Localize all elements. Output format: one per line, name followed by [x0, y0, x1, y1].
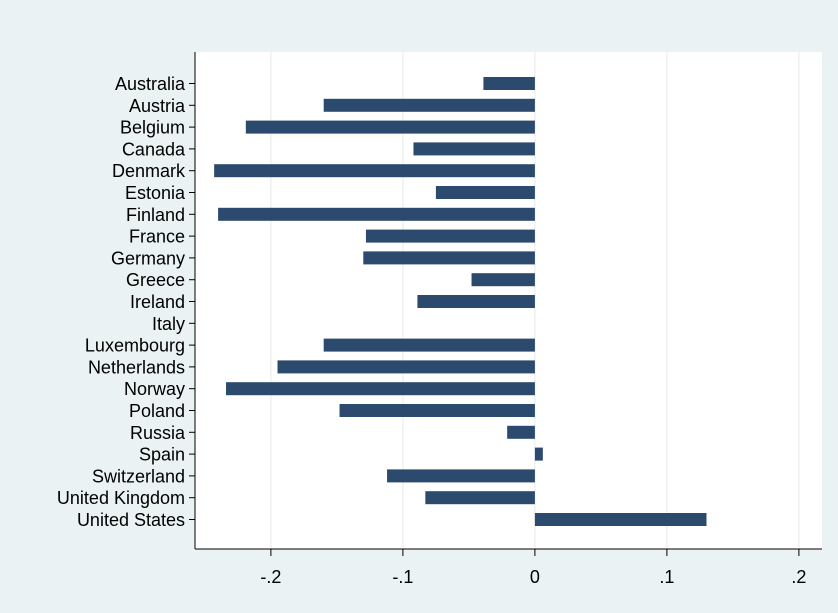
- category-label: Switzerland: [92, 466, 185, 486]
- bar: [413, 142, 535, 156]
- x-tick-label: 0: [530, 567, 540, 587]
- category-label: Greece: [126, 270, 185, 290]
- category-label: Luxembourg: [85, 336, 185, 356]
- category-label: United Kingdom: [57, 488, 185, 508]
- category-label: Estonia: [125, 183, 186, 203]
- bar: [425, 491, 535, 505]
- category-label: Canada: [122, 139, 186, 159]
- category-label: Netherlands: [88, 357, 185, 377]
- category-label: Australia: [115, 74, 186, 94]
- bar: [507, 425, 535, 439]
- category-label: Poland: [129, 401, 185, 421]
- bar: [226, 382, 535, 396]
- category-label: Germany: [111, 248, 185, 268]
- bar: [277, 360, 535, 374]
- category-label: Belgium: [120, 118, 185, 138]
- category-label: Italy: [152, 314, 185, 334]
- bar: [471, 273, 535, 287]
- category-label: Austria: [129, 96, 186, 116]
- category-label: France: [129, 227, 185, 247]
- x-tick-label: -.2: [260, 567, 281, 587]
- x-tick-label: .2: [791, 567, 806, 587]
- x-axis-ticks: -.2 -.1 0 .1 .2: [260, 549, 806, 587]
- bar: [323, 98, 535, 112]
- category-label: Denmark: [112, 161, 186, 181]
- category-labels: AustraliaAustriaBelgiumCanadaDenmarkEsto…: [57, 74, 195, 530]
- bar: [214, 164, 535, 178]
- category-label: Finland: [126, 205, 185, 225]
- x-tick-label: .1: [659, 567, 674, 587]
- category-label: Ireland: [130, 292, 185, 312]
- bar: [435, 186, 535, 199]
- bar: [363, 251, 535, 265]
- category-label: United States: [77, 510, 185, 530]
- bar: [387, 469, 535, 483]
- bar: [417, 295, 535, 308]
- category-label: Russia: [130, 423, 186, 443]
- bar: [534, 447, 543, 461]
- category-label: Norway: [124, 379, 185, 399]
- bar: [323, 338, 535, 352]
- bar: [365, 229, 535, 243]
- bars: [214, 77, 707, 526]
- x-tick-label: -.1: [392, 567, 413, 587]
- bar: [245, 120, 535, 134]
- bar: [534, 513, 707, 526]
- bar: [218, 207, 535, 221]
- bar: [483, 77, 535, 90]
- bar: [339, 404, 535, 417]
- category-label: Spain: [139, 445, 185, 465]
